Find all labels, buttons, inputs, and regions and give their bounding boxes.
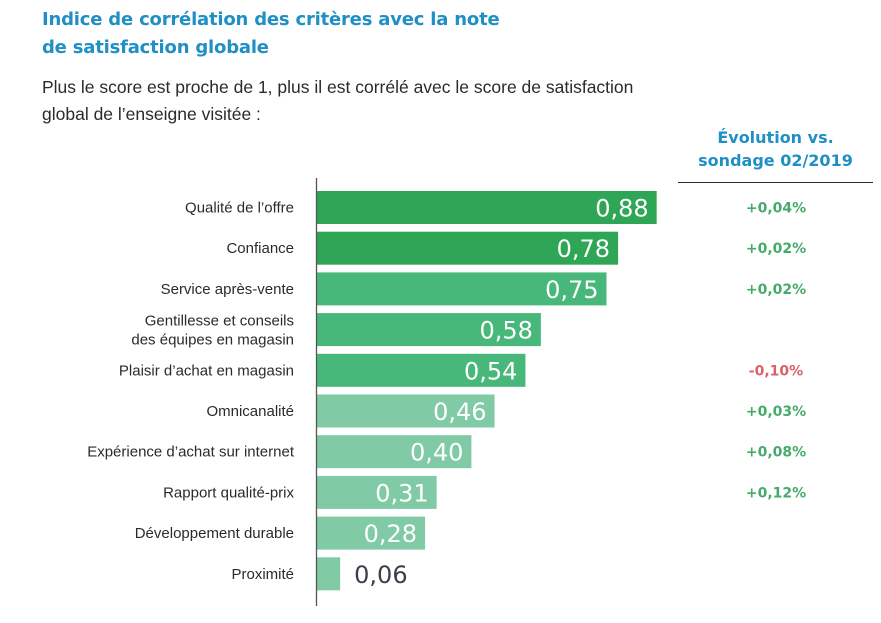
chart-subtitle-line-2: global de l’enseigne visitée : — [42, 104, 261, 124]
evolution-column-header: Évolution vs. sondage 02/2019 — [678, 126, 873, 172]
bar-4 — [317, 353, 526, 387]
bar-5 — [317, 394, 495, 428]
chart-title: Indice de corrélation des critères avec … — [42, 6, 642, 62]
evolution-label-0: +0,04% — [746, 201, 806, 217]
value-label-5: 0,46 — [433, 398, 486, 426]
category-label-5: Omnicanalité — [206, 403, 294, 420]
bar-9 — [317, 557, 341, 591]
value-label-9: 0,06 — [354, 561, 407, 589]
category-label-6: Expérience d’achat sur internet — [87, 444, 295, 461]
value-label-7: 0,31 — [375, 479, 428, 507]
bar-7 — [317, 475, 437, 509]
evolution-label-4: -0,10% — [749, 363, 803, 379]
bars-layer — [317, 191, 657, 591]
value-label-4: 0,54 — [464, 357, 517, 385]
value-label-1: 0,78 — [557, 235, 610, 263]
chart-subtitle: Plus le score est proche de 1, plus il e… — [42, 74, 722, 128]
category-label-9: Proximité — [231, 566, 294, 583]
evolution-header-rule — [678, 182, 873, 183]
evolution-label-5: +0,03% — [746, 404, 806, 420]
category-label-8: Développement durable — [135, 525, 294, 542]
bar-6 — [317, 435, 472, 469]
bar-3 — [317, 313, 541, 347]
evolution-label-6: +0,08% — [746, 445, 806, 461]
evolution-label-7: +0,12% — [746, 485, 806, 501]
chart-title-line-1: Indice de corrélation des critères avec … — [42, 9, 500, 30]
category-label-3: Gentillesse et conseils des équipes en ma… — [131, 313, 294, 349]
evolution-label-1: +0,02% — [746, 241, 806, 257]
category-label-7: Rapport qualité-prix — [163, 484, 294, 501]
evolution-header-line-1: Évolution vs. — [717, 128, 834, 147]
value-label-2: 0,75 — [545, 276, 598, 304]
evolution-header-line-2: sondage 02/2019 — [698, 151, 853, 170]
category-label-0: Qualité de l’offre — [185, 200, 294, 217]
category-label-line: des équipes en magasin — [131, 332, 294, 349]
category-label-1: Confiance — [226, 240, 294, 257]
chart-title-line-2: de satisfaction globale — [42, 37, 269, 58]
value-label-0: 0,88 — [595, 195, 648, 223]
category-labels-layer: Qualité de l’offre Confiance Service après… — [87, 200, 295, 583]
value-labels-layer: 0,88 0,78 0,75 0,58 0,54 0,46 0,40 0,31 0,28 0,06 — [354, 195, 649, 589]
category-label-line: Gentillesse et conseils — [145, 313, 294, 330]
value-label-6: 0,40 — [410, 439, 463, 467]
category-label-2: Service après-vente — [161, 281, 294, 298]
bar-0 — [317, 191, 657, 224]
value-label-3: 0,58 — [479, 317, 532, 345]
evolution-label-2: +0,02% — [746, 282, 806, 298]
bar-2 — [317, 272, 607, 306]
value-label-8: 0,28 — [364, 520, 417, 548]
category-label-4: Plaisir d’achat en magasin — [119, 362, 294, 379]
chart-subtitle-line-1: Plus le score est proche de 1, plus il e… — [42, 77, 634, 97]
bar-8 — [317, 516, 426, 550]
evolution-labels-layer: +0,04% +0,02% +0,02% -0,10% +0,03% +0,08% +0,1… — [746, 201, 806, 502]
bar-1 — [317, 231, 619, 265]
